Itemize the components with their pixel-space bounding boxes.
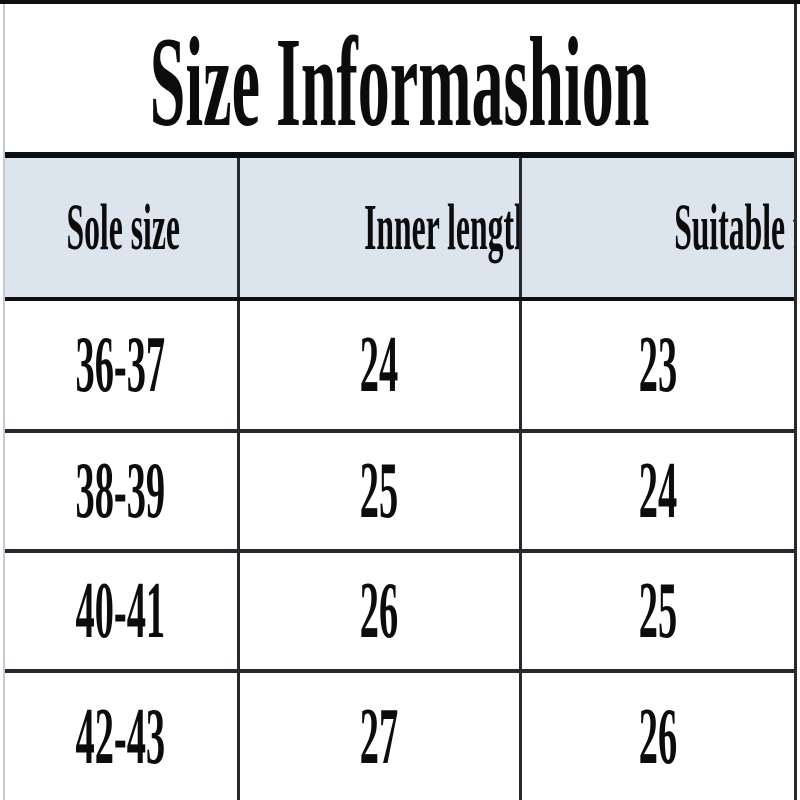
- column-header-sole-size: Sole size: [5, 158, 240, 301]
- table-cell-inner-length: 24: [238, 299, 522, 433]
- cell-value: 26: [638, 692, 677, 781]
- page-title: Size Informashion: [149, 11, 650, 153]
- size-chart-sheet: Size Informashion Sole size Inner length…: [3, 4, 797, 800]
- table-header-row: Sole size Inner length(cm) Suitable for …: [5, 158, 794, 301]
- top-border-rule: [0, 0, 800, 4]
- table-cell-sole-size: 42-43: [5, 671, 240, 800]
- cell-value: 27: [359, 692, 399, 781]
- table-cell-suitable-foot: 25: [520, 551, 794, 673]
- cell-value: 24: [638, 447, 677, 535]
- table-cell-inner-length: 26: [238, 551, 522, 673]
- table-cell-inner-length: 25: [238, 431, 522, 553]
- column-header-suitable-foot: Suitable for foot(cm): [520, 158, 794, 301]
- table-cell-sole-size: 36-37: [5, 299, 240, 433]
- column-header-label: Suitable for foot(cm): [673, 190, 794, 264]
- title-bar: Size Informashion: [5, 4, 794, 158]
- table-row: 38-39 25 24: [5, 431, 794, 553]
- table-cell-suitable-foot: 23: [520, 299, 794, 433]
- column-header-label: Sole size: [66, 190, 180, 264]
- cell-value: 25: [359, 447, 399, 535]
- table-row: 40-41 26 25: [5, 551, 794, 673]
- table-cell-sole-size: 40-41: [5, 551, 240, 673]
- table-cell-sole-size: 38-39: [5, 431, 240, 553]
- cell-value: 40-41: [75, 567, 166, 655]
- table-cell-suitable-foot: 26: [520, 671, 794, 800]
- table-cell-inner-length: 27: [238, 671, 522, 800]
- cell-value: 36-37: [75, 321, 166, 409]
- size-table: Sole size Inner length(cm) Suitable for …: [5, 158, 794, 800]
- table-row: 36-37 24 23: [5, 299, 794, 433]
- cell-value: 24: [359, 321, 399, 409]
- column-header-inner-length: Inner length(cm): [238, 158, 522, 301]
- column-header-label: Inner length(cm): [363, 190, 517, 264]
- cell-value: 23: [638, 321, 677, 409]
- table-cell-suitable-foot: 24: [520, 431, 794, 553]
- cell-value: 25: [638, 567, 677, 655]
- cell-value: 38-39: [75, 447, 166, 535]
- cell-value: 42-43: [75, 692, 166, 781]
- cell-value: 26: [359, 567, 399, 655]
- table-row: 42-43 27 26: [5, 671, 794, 800]
